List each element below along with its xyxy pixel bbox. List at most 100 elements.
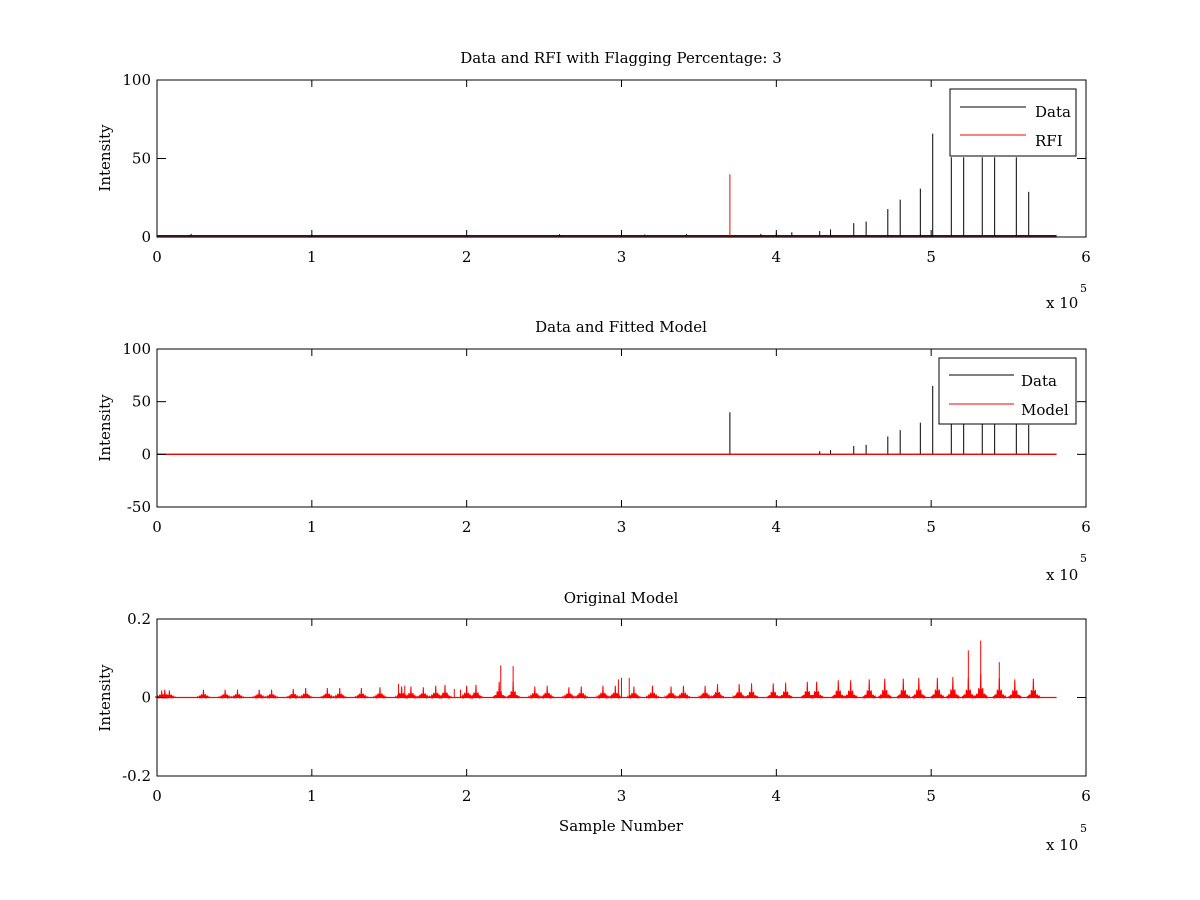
y-tick-label: 100 [122, 340, 151, 358]
series-bump [231, 689, 245, 700]
series-bump [664, 686, 678, 700]
subplot-1-multiplier-exponent: 5 [1080, 282, 1087, 295]
series-bump [218, 689, 232, 700]
series-bump [1026, 678, 1041, 700]
x-tick-label: 2 [462, 787, 472, 805]
x-tick-label: 0 [152, 518, 162, 536]
series-bump [912, 677, 926, 700]
series-bump [1008, 679, 1022, 700]
x-tick-label: 6 [1081, 787, 1091, 805]
series-bump [404, 686, 418, 700]
subplot-1: Data and RFI with Flagging Percentage: 3… [96, 49, 1091, 312]
x-tick-label: 5 [926, 248, 936, 266]
x-tick-label: 6 [1081, 518, 1091, 536]
series-bump [252, 689, 267, 700]
x-tick-label: 6 [1081, 248, 1091, 266]
series-bump [596, 685, 610, 700]
series-bump [710, 684, 725, 699]
subplot-3-ticks: 0 1 2 3 4 5 6-0.200.2 [122, 610, 1091, 805]
subplot-1-legend-box [949, 88, 1077, 157]
series-bump [299, 688, 313, 700]
subplot-3: Original Model Intensity 0 1 2 3 4 5 6-0.200.2… [96, 589, 1091, 854]
x-tick-label: 5 [926, 787, 936, 805]
series-bump [946, 677, 960, 700]
x-tick-label: 3 [617, 518, 627, 536]
series-bump [896, 678, 911, 700]
x-tick-label: 4 [772, 518, 782, 536]
x-tick-label: 1 [307, 248, 317, 266]
subplot-2-legend-data-label: Data [1021, 372, 1057, 390]
series-bump [676, 685, 691, 700]
subplot-3-multiplier-exponent: 5 [1080, 822, 1087, 835]
x-tick-label: 3 [617, 248, 627, 266]
series-bump [745, 683, 759, 699]
series-bump [862, 679, 877, 700]
subplot-2-legend: Data Model [938, 357, 1077, 425]
series-bump [766, 683, 781, 699]
series-bump [492, 681, 507, 699]
subplot-1-ylabel: Intensity [96, 124, 114, 192]
series-bump [438, 684, 452, 700]
y-tick-label: 0 [141, 445, 151, 463]
series-bump [469, 684, 483, 700]
subplot-1-legend: Data RFI [949, 88, 1077, 157]
series-bump [930, 677, 945, 700]
series-bump [810, 681, 824, 699]
subplot-2-legend-model-label: Model [1021, 401, 1069, 419]
series-bump [196, 689, 211, 700]
series-bump [574, 686, 589, 700]
series-bump [645, 685, 660, 700]
subplot-1-title: Data and RFI with Flagging Percentage: 3 [460, 49, 782, 67]
x-tick-label: 4 [772, 248, 782, 266]
subplot-3-multiplier-base: x 10 [1046, 836, 1078, 854]
subplot-1-legend-rfi-label: RFI [1035, 132, 1063, 150]
x-tick-label: 3 [617, 787, 627, 805]
series-bump [354, 688, 369, 700]
series-bump [265, 689, 279, 700]
subplot-2-multiplier-base: x 10 [1046, 566, 1078, 584]
subplot-3-xlabel: Sample Number [559, 817, 684, 835]
series-bump [286, 688, 301, 700]
subplot-1-legend-data-label: Data [1035, 103, 1071, 121]
y-tick-label: 50 [132, 393, 151, 411]
x-tick-label: 0 [152, 248, 162, 266]
subplot-1-multiplier: x 10 5 [1046, 282, 1087, 312]
series-bump [562, 687, 576, 700]
series-bump [416, 687, 431, 700]
series-bump [732, 684, 747, 699]
x-tick-label: 2 [462, 518, 472, 536]
subplot-2-ylabel: Intensity [96, 394, 114, 462]
subplot-3-title: Original Model [564, 589, 679, 607]
subplot-3-multiplier: x 10 5 [1046, 822, 1087, 854]
y-tick-label: 0 [141, 228, 151, 246]
x-tick-label: 1 [307, 518, 317, 536]
subplot-2-multiplier-exponent: 5 [1080, 552, 1087, 565]
subplot-1-ticks: 0 1 2 3 4 5 6 0 50 100 [122, 71, 1090, 266]
x-tick-label: 4 [772, 787, 782, 805]
y-tick-label: -50 [127, 498, 151, 516]
y-tick-label: 50 [132, 150, 151, 168]
series-bump [844, 680, 858, 700]
subplot-1-multiplier-base: x 10 [1046, 294, 1078, 312]
subplot-2: Data and Fitted Model Intensity 0 1 2 3 4 5 6 -… [96, 318, 1091, 584]
y-tick-label: -0.2 [122, 767, 151, 785]
series-bump [528, 686, 542, 700]
series-bump [333, 688, 347, 700]
series-bump [540, 685, 555, 700]
series-bump [320, 688, 335, 700]
x-tick-label: 2 [462, 248, 472, 266]
x-tick-label: 5 [926, 518, 936, 536]
series-bump [779, 682, 793, 699]
y-tick-label: 0 [141, 689, 151, 707]
subplot-2-legend-box [938, 357, 1077, 425]
series-bump [698, 685, 713, 700]
y-tick-label: 0.2 [127, 610, 151, 628]
x-tick-label: 0 [152, 787, 162, 805]
series-bump [878, 678, 892, 700]
series-bump [608, 685, 623, 700]
series-bump [831, 680, 846, 700]
x-tick-label: 1 [307, 787, 317, 805]
subplot-2-multiplier: x 10 5 [1046, 552, 1087, 584]
